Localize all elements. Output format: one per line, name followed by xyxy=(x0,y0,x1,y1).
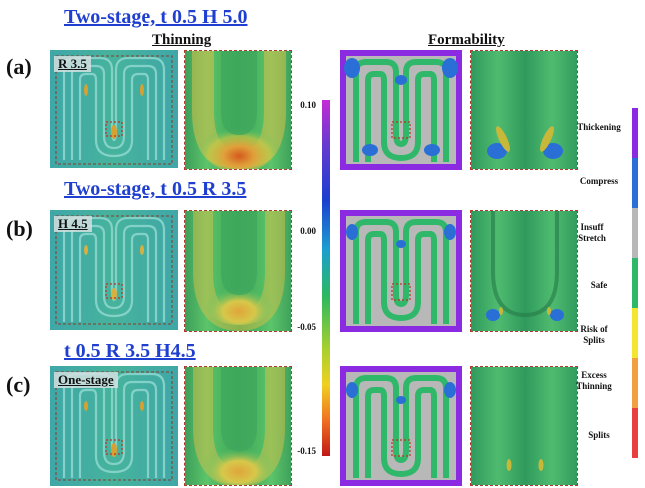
thinning-color-scale xyxy=(322,100,330,456)
formability-column-header: Formability xyxy=(428,32,505,48)
row-c-parameter-tag: One-stage xyxy=(54,372,118,388)
legend-label-excess-thinning: Excess Thinning xyxy=(576,370,612,391)
legend-label-risk-of-splits: Risk of Splits xyxy=(580,324,608,345)
row-b-thinning-zoom xyxy=(184,210,292,332)
row-a-parameter-tag: R 3.5 xyxy=(54,56,91,72)
row-a-formability-zoom xyxy=(470,50,578,170)
row-c-label: (c) xyxy=(6,372,31,397)
row-a-thinning-zoom xyxy=(184,50,292,170)
row-c-formability-zoom xyxy=(470,366,578,486)
row-c-formability-map xyxy=(340,366,462,486)
row-b-formability-zoom xyxy=(470,210,578,332)
legend-label-splits: Splits xyxy=(588,430,610,440)
thinning-column-header: Thinning xyxy=(152,32,212,48)
row-c-thinning-zoom xyxy=(184,366,292,486)
row-b-title: Two-stage, t 0.5 R 3.5 xyxy=(64,178,247,200)
row-a-title: Two-stage, t 0.5 H 5.0 xyxy=(64,6,248,28)
legend-swatch-compress xyxy=(632,158,638,208)
row-b-formability-map xyxy=(340,210,462,332)
scale-tick-label: 0.00 xyxy=(300,226,316,236)
row-a-formability-map xyxy=(340,50,462,170)
legend-swatch-thickening xyxy=(632,108,638,158)
row-c-title: t 0.5 R 3.5 H4.5 xyxy=(64,340,196,362)
legend-label-thickening: Thickening xyxy=(577,122,621,132)
legend-swatch-splits xyxy=(632,408,638,458)
scale-tick-label: -0.15 xyxy=(297,446,316,456)
formability-legend-bar xyxy=(632,108,638,458)
scale-tick-label: 0.10 xyxy=(300,100,316,110)
row-a-label: (a) xyxy=(6,54,32,79)
scale-tick-label: -0.05 xyxy=(297,322,316,332)
legend-swatch-insuff-stretch xyxy=(632,208,638,258)
row-b-parameter-tag: H 4.5 xyxy=(54,216,92,232)
legend-swatch-safe xyxy=(632,258,638,308)
legend-swatch-excess-thinning xyxy=(632,358,638,408)
legend-swatch-risk-of-splits xyxy=(632,308,638,358)
legend-label-compress: Compress xyxy=(579,176,619,186)
row-b-label: (b) xyxy=(6,216,33,241)
row-a-thinning-map xyxy=(50,50,178,168)
legend-label-safe: Safe xyxy=(590,280,608,290)
legend-label-insuff-stretch: Insuff Stretch xyxy=(578,222,606,243)
